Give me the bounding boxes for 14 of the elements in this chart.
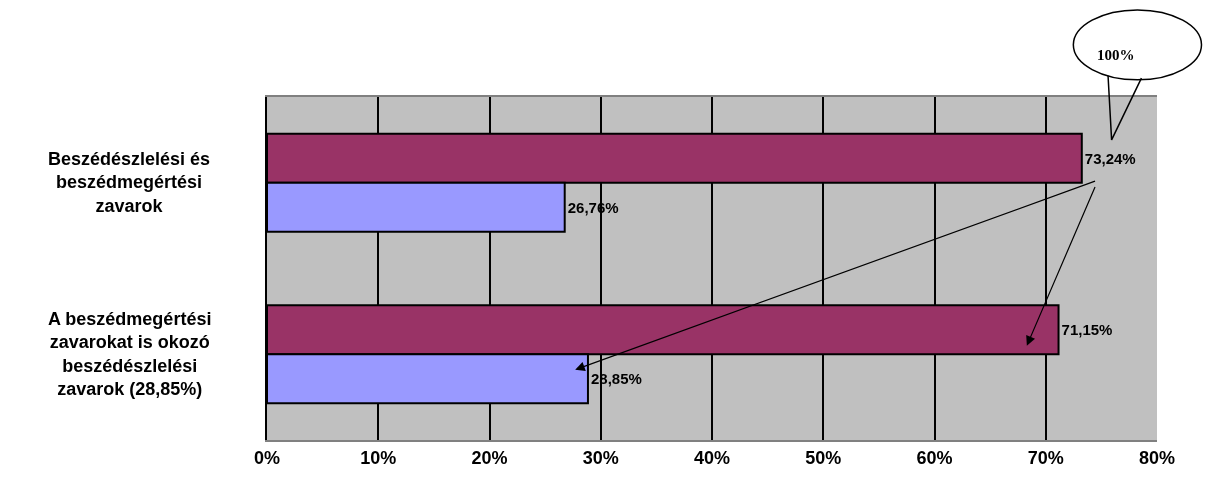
x-tick-label: 70% [1027, 447, 1064, 468]
x-tick-label: 50% [805, 447, 842, 468]
data-label: 71,15% [1061, 321, 1113, 339]
x-tick-label: 40% [693, 447, 731, 468]
text: 100% [1097, 47, 1135, 63]
x-tick-label: 60% [916, 447, 953, 468]
y-tick-label: A beszédmegértési zavarokat is okozó beszédészlelési zavarok (28,85%) [48, 309, 212, 400]
x-tick-label: 30% [582, 447, 619, 468]
x-tick-label: 20% [471, 447, 508, 468]
y-tick-label: Beszédészlelési és beszédmegértési zavarok [48, 149, 211, 216]
data-label: 73,24% [1084, 149, 1136, 167]
x-tick-label: 0% [253, 447, 281, 468]
x-tick-label: 10% [360, 447, 397, 468]
x-tick-label: 80% [1138, 447, 1176, 468]
